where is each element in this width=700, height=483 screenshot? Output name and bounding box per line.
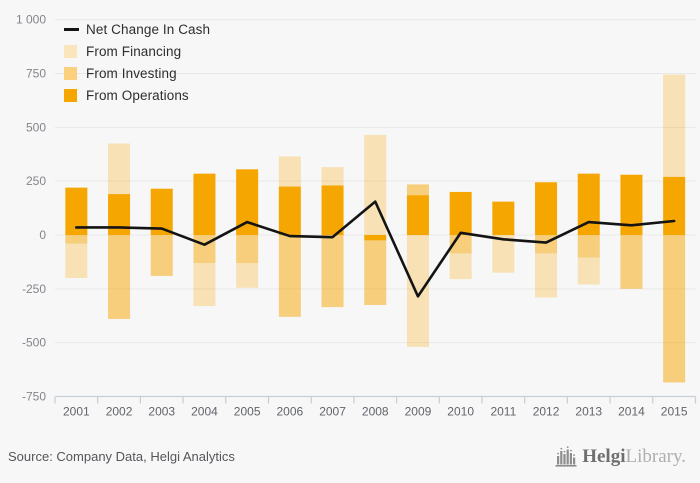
bar-segment-from-investing <box>278 235 301 317</box>
x-axis-year-label: 2014 <box>618 404 645 418</box>
bar-segment-from-operations <box>193 173 216 235</box>
x-axis-year-label: 2006 <box>276 404 303 418</box>
bar-segment-from-operations <box>535 182 558 235</box>
bar-segment-from-financing <box>236 262 259 288</box>
bar-segment-from-financing <box>449 253 472 280</box>
chart-canvas: 1 000 750 500 250 0 -250 -500 -750 2001 2002 2003 2… <box>16 13 697 418</box>
bar-segment-from-operations <box>663 176 686 235</box>
bar-segment-from-investing <box>406 184 429 196</box>
bar-segment-from-financing <box>663 74 686 177</box>
bar-segment-from-financing <box>65 243 88 279</box>
bar-segment-from-investing <box>577 235 600 258</box>
bar-segment-from-operations <box>364 235 387 241</box>
x-axis-year-label: 2005 <box>234 404 261 418</box>
bar-segment-from-investing <box>620 235 643 289</box>
bar-segment-from-operations <box>65 187 88 235</box>
chart-footer: Source: Company Data, Helgi Analytics He… <box>0 430 700 483</box>
bar-segment-from-operations <box>150 188 173 235</box>
legend-item-net-change: Net Change In Cash <box>64 22 210 37</box>
helgi-barchart-icon <box>555 445 577 467</box>
brand-name-light: Library. <box>625 445 687 467</box>
bar-segment-from-operations <box>620 174 643 235</box>
x-axis-year-label: 2004 <box>191 404 218 418</box>
bar-segment-from-operations <box>449 191 472 235</box>
operations-swatch-icon <box>64 89 77 102</box>
legend-label: From Investing <box>86 66 177 81</box>
y-axis-tick-label: -500 <box>22 336 46 350</box>
bar-segment-from-operations <box>108 194 131 235</box>
x-axis-year-label: 2013 <box>575 404 602 418</box>
bar-segment-from-investing <box>108 235 131 319</box>
bar-segment-from-financing <box>108 143 131 195</box>
x-axis-year-label: 2009 <box>405 404 432 418</box>
legend-item-operations: From Operations <box>64 88 210 103</box>
bar-segment-from-investing <box>663 235 686 383</box>
bar-segment-from-operations <box>236 169 259 235</box>
bar-segment-from-investing <box>150 235 173 276</box>
x-axis-year-label: 2010 <box>447 404 474 418</box>
bar-segment-from-financing <box>406 235 429 347</box>
bar-segment-from-financing <box>577 257 600 285</box>
y-axis-tick-label: -750 <box>22 389 46 403</box>
bar-segment-from-investing <box>236 235 259 263</box>
bar-segment-from-financing <box>364 134 387 235</box>
bar-segment-from-operations <box>406 195 429 235</box>
x-axis-year-label: 2003 <box>148 404 175 418</box>
investing-swatch-icon <box>64 67 77 80</box>
legend-label: Net Change In Cash <box>86 22 211 37</box>
source-attribution: Source: Company Data, Helgi Analytics <box>8 449 235 464</box>
x-axis-year-label: 2002 <box>106 404 133 418</box>
bar-segment-from-financing <box>492 235 515 273</box>
financing-swatch-icon <box>64 45 77 58</box>
chart-legend: Net Change In Cash From Financing From I… <box>64 22 210 103</box>
x-axis-year-label: 2007 <box>319 404 346 418</box>
bar-segment-from-financing <box>321 167 344 186</box>
legend-item-financing: From Financing <box>64 44 210 59</box>
bar-segment-from-operations <box>577 173 600 235</box>
legend-label: From Operations <box>86 88 189 103</box>
x-axis-year-label: 2015 <box>661 404 688 418</box>
bar-segment-from-investing <box>65 235 88 244</box>
cash-flow-chart: 1 000 750 500 250 0 -250 -500 -750 2001 2002 2003 2… <box>16 13 697 418</box>
bar-segment-from-investing <box>321 235 344 308</box>
bar-segment-from-financing <box>535 253 558 298</box>
bar-segment-from-financing <box>278 156 301 187</box>
y-axis-tick-label: 0 <box>39 228 46 242</box>
brand-name-bold: Helgi <box>582 445 626 467</box>
legend-item-investing: From Investing <box>64 66 210 81</box>
x-axis-year-label: 2001 <box>63 404 90 418</box>
y-axis-tick-label: 500 <box>26 120 46 134</box>
net-change-line <box>75 200 676 298</box>
net-line-swatch-icon <box>64 28 79 31</box>
bar-segment-from-operations <box>278 186 301 235</box>
x-axis-year-label: 2012 <box>533 404 560 418</box>
bar-segment-from-operations <box>321 185 344 235</box>
helgi-library-logo: HelgiLibrary. <box>555 445 700 469</box>
bar-segment-from-investing <box>364 240 387 305</box>
bar-segment-from-financing <box>193 262 216 307</box>
y-axis-tick-label: 250 <box>26 174 46 188</box>
y-axis-tick-label: 1 000 <box>16 13 46 27</box>
x-axis-year-label: 2011 <box>490 404 516 418</box>
bar-segment-from-operations <box>492 201 515 235</box>
legend-label: From Financing <box>86 44 182 59</box>
y-axis-tick-label: 750 <box>26 67 46 81</box>
x-axis-year-label: 2008 <box>362 404 389 418</box>
y-axis-tick-label: -250 <box>22 282 46 296</box>
